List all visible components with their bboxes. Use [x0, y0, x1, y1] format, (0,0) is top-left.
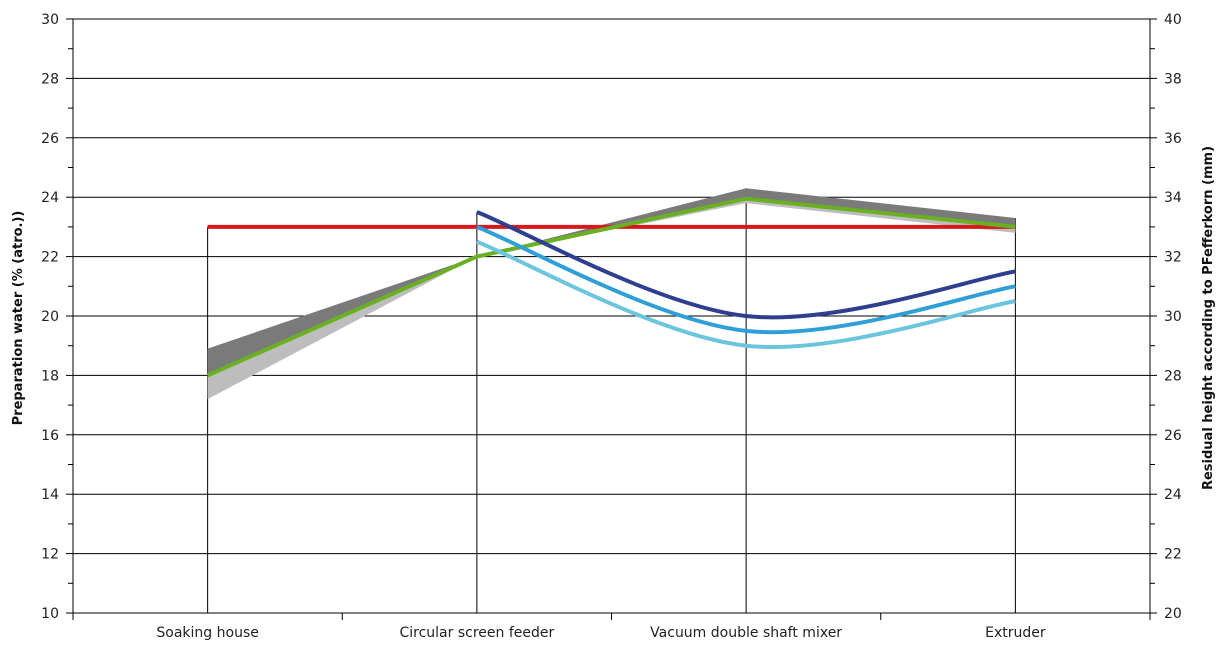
y-right-tick-label: 30: [1164, 309, 1182, 325]
series-line-4: [476, 239, 1016, 349]
series-line-1: [206, 196, 1016, 378]
y-left-tick-label: 12: [41, 547, 59, 563]
y-left-tick-label: 16: [41, 428, 59, 444]
y-right-tick-label: 34: [1164, 190, 1182, 206]
y-left-tick-label: 18: [41, 368, 59, 384]
y-left-tick-label: 20: [41, 309, 59, 325]
y-left-tick-label: 28: [41, 71, 59, 87]
y-right-tick-label: 28: [1164, 368, 1182, 384]
series-line-3: [476, 225, 1016, 335]
x-category-label: Soaking house: [156, 625, 258, 641]
y-axis-left-title: Preparation water (% (atro.)): [11, 211, 26, 426]
x-category-label: Extruder: [985, 625, 1046, 641]
series-line-2: [476, 210, 1016, 320]
y-left-tick-label: 10: [41, 606, 59, 622]
y-right-tick-label: 20: [1164, 606, 1182, 622]
grid-lines: [73, 18, 1150, 613]
x-category-label: Circular screen feeder: [399, 625, 554, 641]
y-axis-right-title: Residual height according to PFefferkorn…: [1201, 146, 1216, 490]
axes: [66, 18, 1157, 620]
bands: [207, 188, 1016, 400]
y-right-tick-label: 26: [1164, 428, 1182, 444]
y-right-tick-label: 24: [1164, 487, 1182, 503]
y-right-tick-label: 38: [1164, 71, 1182, 87]
x-category-label: Vacuum double shaft mixer: [650, 625, 842, 641]
y-left-tick-label: 24: [41, 190, 59, 206]
y-right-tick-label: 40: [1164, 12, 1182, 28]
series-lines: [206, 196, 1016, 378]
y-right-tick-label: 22: [1164, 547, 1182, 563]
y-left-tick-label: 14: [41, 487, 59, 503]
y-right-tick-label: 36: [1164, 131, 1182, 147]
tick-labels: 10 12 14 16 18 20 22 24 26 28 30 20 22 24 26 28 30 32 34 36…: [41, 12, 1182, 641]
y-left-tick-label: 22: [41, 250, 59, 266]
y-left-tick-label: 26: [41, 131, 59, 147]
y-left-tick-label: 30: [41, 12, 59, 28]
y-right-tick-label: 32: [1164, 250, 1182, 266]
